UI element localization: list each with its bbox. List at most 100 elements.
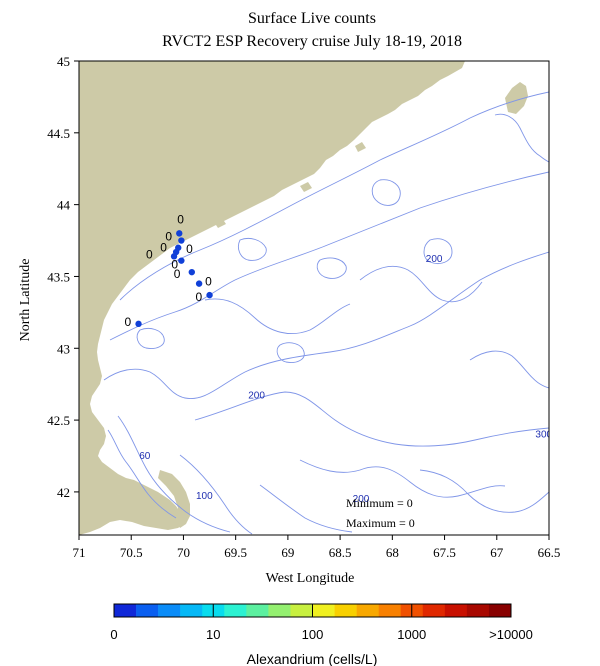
map-title-line2: RVCT2 ESP Recovery cruise July 18-19, 20…	[162, 33, 462, 50]
x-axis-label: West Longitude	[266, 571, 355, 586]
station-point	[170, 253, 178, 260]
station-count-label: 0	[205, 275, 212, 289]
contour-line	[276, 342, 305, 363]
contour-line	[419, 469, 549, 513]
colorbar-cell	[114, 604, 137, 617]
colorbar-tick-label: 100	[302, 627, 324, 642]
contour-depth-label: 300	[535, 429, 552, 440]
contour-labels: 200 200 200 300 60 100	[139, 254, 552, 505]
island	[300, 182, 312, 192]
station-point	[178, 257, 185, 264]
colorbar-tick-labels: 0 10 100 1000 >10000	[110, 604, 533, 642]
station-count-label: 0	[160, 241, 167, 255]
colorbar: 0 10 100 1000 >10000 Alexandrium (cells/L)	[110, 603, 533, 666]
x-axis-ticks: 71 70.5 70 69.5 69 68.5 68 67.5 67 66.5	[73, 535, 561, 560]
bathymetry-contours	[103, 91, 549, 535]
x-tick-label: 66.5	[538, 545, 561, 560]
contour-line	[316, 257, 347, 279]
x-tick-label: 68	[386, 545, 399, 560]
contour-line	[359, 266, 483, 303]
contour-line	[259, 484, 353, 533]
colorbar-cell	[224, 604, 247, 617]
station-point	[178, 237, 185, 244]
contour-line	[103, 251, 549, 400]
colorbar-cell	[444, 604, 468, 617]
contour-depth-label: 60	[139, 451, 151, 462]
colorbar-tick-label: >10000	[489, 627, 533, 642]
colorbar-cell	[268, 604, 291, 617]
colorbar-cell	[290, 604, 313, 617]
y-tick-label: 44	[57, 198, 71, 213]
colorbar-cell	[466, 604, 490, 617]
station-count-label: 0	[196, 290, 203, 304]
x-tick-label: 69	[281, 545, 294, 560]
contour-depth-label: 200	[248, 391, 265, 402]
y-axis-ticks: 45 44.5 44 43.5 43 42.5 42	[47, 54, 79, 500]
contour-line	[494, 113, 549, 163]
y-axis-label: North Latitude	[18, 259, 33, 342]
contour-line	[469, 350, 549, 389]
x-tick-label: 69.5	[224, 545, 247, 560]
station-count-label: 0	[146, 247, 153, 261]
colorbar-title: Alexandrium (cells/L)	[247, 651, 378, 666]
contour-line	[237, 237, 267, 261]
island	[214, 218, 226, 228]
station-count-label: 0	[125, 315, 132, 329]
station-point	[176, 230, 183, 237]
contour-line	[204, 298, 351, 334]
station-count-label: 0	[186, 242, 193, 256]
colorbar-cell	[356, 604, 379, 617]
station-count-label: 0	[171, 258, 178, 272]
colorbar-cell	[378, 604, 402, 617]
contour-line	[119, 91, 549, 301]
colorbar-tick-label: 0	[110, 627, 117, 642]
x-tick-label: 71	[73, 545, 86, 560]
station-count-label: 0	[174, 267, 181, 281]
y-tick-label: 43.5	[47, 269, 70, 284]
contour-line	[107, 429, 177, 519]
plot-frame	[78, 60, 550, 536]
contour-line	[299, 459, 506, 498]
y-tick-label: 42.5	[47, 413, 70, 428]
colorbar-cell	[488, 604, 512, 617]
contour-line	[371, 179, 401, 206]
contour-line	[117, 415, 231, 533]
y-tick-label: 44.5	[47, 126, 70, 141]
x-tick-label: 70	[177, 545, 190, 560]
land-mass	[79, 61, 465, 535]
x-tick-label: 70.5	[120, 545, 143, 560]
colorbar-cell	[312, 604, 335, 617]
contour-line	[136, 327, 165, 349]
maximum-label: Maximum = 0	[346, 516, 415, 530]
colorbar-cell	[180, 604, 203, 617]
contour-line	[179, 454, 253, 535]
cape-cod	[158, 470, 190, 528]
colorbar-cell	[334, 604, 357, 617]
contour-line	[423, 238, 453, 264]
contour-depth-label: 100	[196, 491, 213, 502]
station-point	[188, 268, 195, 276]
colorbar-cell	[136, 604, 159, 617]
station-point	[206, 291, 213, 299]
contour-line	[194, 391, 549, 447]
colorbar-tick-label: 1000	[397, 627, 426, 642]
x-tick-label: 67	[490, 545, 504, 560]
y-tick-label: 43	[57, 341, 70, 356]
y-tick-label: 42	[57, 485, 70, 500]
map-title-line1: Surface Live counts	[248, 10, 376, 27]
colorbar-cell	[422, 604, 446, 617]
station-point	[135, 320, 142, 328]
colorbar-cell	[246, 604, 269, 617]
x-tick-label: 68.5	[329, 545, 352, 560]
colorbar-cells	[114, 604, 512, 617]
station-count-label: 0	[165, 230, 172, 244]
station-point	[195, 280, 203, 287]
nova-scotia-tip	[505, 82, 528, 114]
contour-depth-label: 200	[353, 494, 370, 505]
colorbar-cell	[158, 604, 181, 617]
y-tick-label: 45	[57, 54, 70, 69]
colorbar-tick-label: 10	[206, 627, 220, 642]
